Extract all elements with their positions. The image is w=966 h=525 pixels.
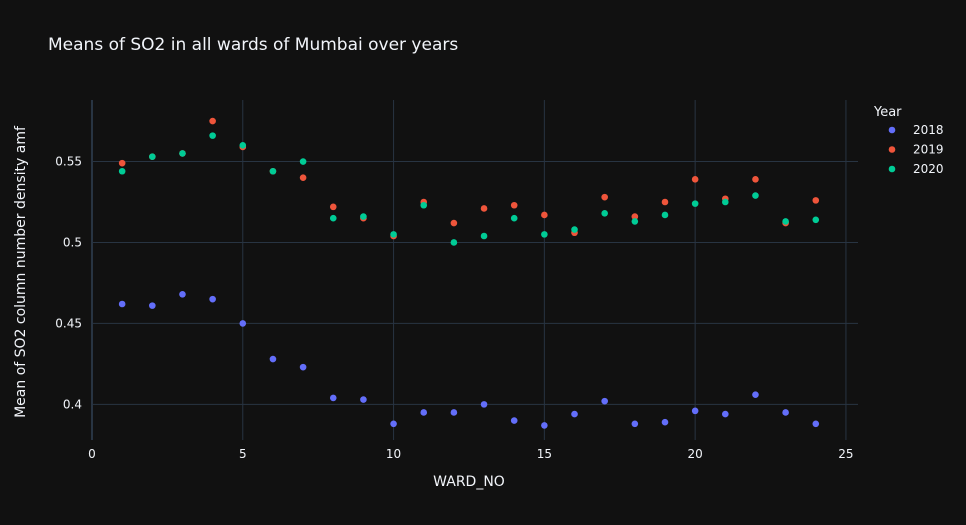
data-point-2018 bbox=[239, 320, 247, 327]
data-point-2018 bbox=[722, 410, 729, 418]
x-tick-label: 15 bbox=[537, 447, 552, 461]
data-point-2018 bbox=[390, 420, 397, 428]
data-point-2019 bbox=[299, 174, 307, 182]
data-point-2020 bbox=[571, 226, 578, 233]
data-point-2019 bbox=[691, 176, 699, 183]
data-point-2019 bbox=[209, 117, 216, 125]
y-tick-label: 0.45 bbox=[55, 316, 82, 330]
legend-label-2018: 2018 bbox=[913, 123, 944, 137]
data-point-2018 bbox=[661, 418, 669, 426]
data-point-2020 bbox=[631, 218, 639, 225]
legend-title: Year bbox=[873, 105, 902, 120]
data-point-2018 bbox=[601, 397, 608, 405]
data-point-2019 bbox=[812, 197, 820, 204]
data-point-2020 bbox=[390, 231, 397, 238]
grid-layer bbox=[91, 100, 858, 440]
data-point-2020 bbox=[510, 214, 518, 222]
data-point-2020 bbox=[722, 198, 729, 206]
data-point-2019 bbox=[510, 201, 518, 209]
x-tick-label: 5 bbox=[239, 447, 247, 461]
data-point-2019 bbox=[541, 211, 548, 219]
data-point-2020 bbox=[239, 142, 247, 149]
data-point-2019 bbox=[601, 193, 608, 201]
data-point-2019 bbox=[661, 198, 669, 206]
tick-layer: 0.4 0.45 0.5 0.55 0 5 10 15 20 25 bbox=[55, 155, 853, 461]
data-point-2020 bbox=[179, 150, 186, 157]
data-point-2019 bbox=[480, 205, 488, 212]
data-point-2018 bbox=[541, 422, 548, 429]
data-point-2018 bbox=[752, 391, 759, 398]
x-tick-label: 25 bbox=[838, 447, 853, 461]
data-point-2020 bbox=[209, 132, 216, 139]
data-point-2020 bbox=[269, 167, 277, 175]
data-point-2020 bbox=[782, 218, 789, 225]
y-tick-label: 0.55 bbox=[55, 155, 82, 169]
data-point-2020 bbox=[118, 167, 126, 175]
data-point-2019 bbox=[450, 219, 458, 227]
y-tick-label: 0.5 bbox=[63, 235, 82, 249]
data-point-2020 bbox=[601, 210, 608, 217]
data-point-2019 bbox=[329, 203, 337, 211]
series-2020 bbox=[118, 132, 820, 246]
data-point-2020 bbox=[450, 239, 458, 246]
y-axis-label: Mean of SO2 column number density amf bbox=[13, 125, 29, 418]
legend-marker-2020 bbox=[888, 165, 896, 173]
series-2018 bbox=[118, 290, 820, 429]
legend: Year 2018 2019 2020 bbox=[873, 105, 944, 176]
data-point-2018 bbox=[420, 409, 428, 416]
legend-marker-2019 bbox=[888, 146, 896, 153]
legend-label-2020: 2020 bbox=[913, 162, 944, 176]
data-point-2018 bbox=[299, 363, 307, 371]
data-point-2019 bbox=[118, 159, 126, 167]
data-point-2018 bbox=[782, 409, 789, 416]
data-point-2018 bbox=[450, 409, 458, 416]
x-tick-label: 10 bbox=[386, 447, 401, 461]
data-point-2020 bbox=[661, 211, 669, 219]
data-point-2020 bbox=[149, 153, 156, 160]
data-point-2018 bbox=[209, 295, 216, 303]
data-point-2020 bbox=[480, 232, 488, 240]
data-point-2020 bbox=[541, 231, 548, 238]
data-point-2020 bbox=[752, 192, 759, 199]
data-point-2019 bbox=[752, 176, 759, 183]
x-tick-label: 20 bbox=[688, 447, 703, 461]
data-point-2020 bbox=[420, 201, 428, 209]
data-point-2018 bbox=[571, 410, 578, 418]
data-point-2018 bbox=[360, 396, 367, 403]
data-point-2018 bbox=[179, 290, 186, 298]
data-point-2020 bbox=[812, 216, 820, 224]
data-point-2020 bbox=[360, 213, 367, 220]
legend-label-2019: 2019 bbox=[913, 143, 944, 157]
y-tick-label: 0.4 bbox=[63, 397, 82, 411]
data-point-2018 bbox=[269, 355, 277, 363]
data-point-2018 bbox=[812, 420, 820, 428]
x-axis-label: WARD_NO bbox=[433, 474, 505, 490]
data-point-2018 bbox=[480, 401, 488, 408]
data-point-2020 bbox=[329, 214, 337, 222]
points-layer bbox=[118, 117, 820, 429]
legend-marker-2018 bbox=[888, 126, 896, 134]
data-point-2018 bbox=[118, 300, 126, 308]
x-tick-label: 0 bbox=[88, 447, 96, 461]
data-point-2018 bbox=[149, 302, 156, 309]
data-point-2018 bbox=[691, 407, 699, 415]
data-point-2018 bbox=[329, 394, 337, 402]
data-point-2018 bbox=[631, 420, 639, 428]
data-point-2019 bbox=[631, 213, 639, 220]
data-point-2018 bbox=[510, 417, 518, 424]
data-point-2020 bbox=[691, 200, 699, 207]
data-point-2020 bbox=[299, 158, 307, 165]
chart-title: Means of SO2 in all wards of Mumbai over… bbox=[48, 35, 458, 55]
